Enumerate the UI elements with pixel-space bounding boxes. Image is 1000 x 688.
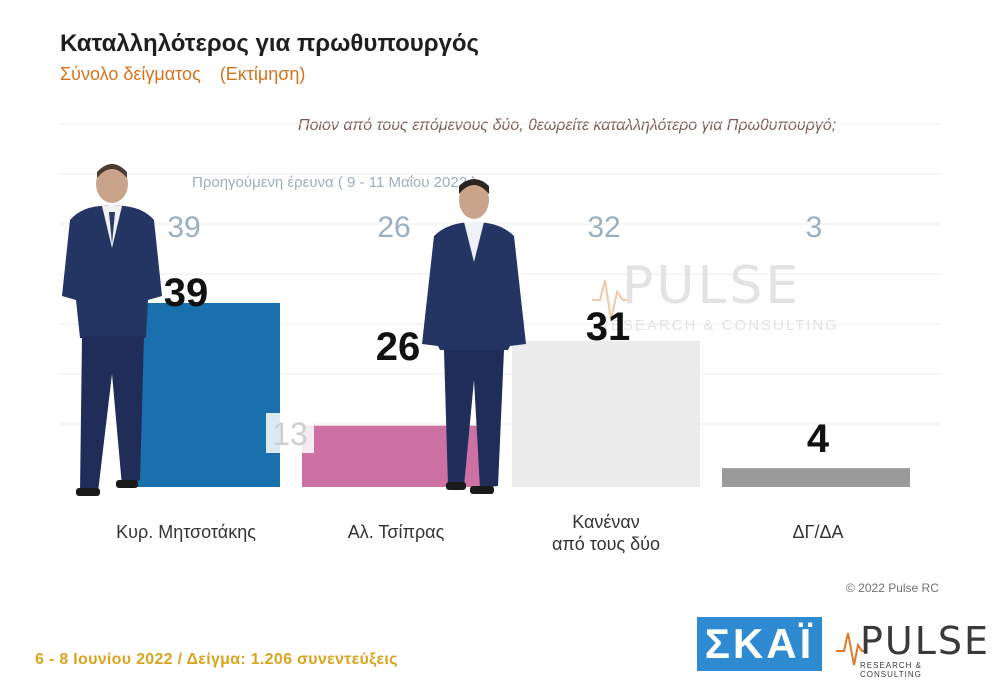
- fieldwork-footnote: 6 - 8 Ιουνίου 2022 / Δείγμα: 1.206 συνεν…: [35, 651, 398, 668]
- skai-logo: ΣΚΑΪ: [697, 617, 822, 671]
- bar: [122, 303, 280, 487]
- category-label: Κανέναν από τους δύο: [552, 512, 660, 554]
- pulse-logo: PULSE RESEARCH & CONSULTING: [836, 619, 988, 679]
- politician-figures: [62, 164, 526, 496]
- subtitle-sample: Σύνολο δείγματος: [60, 64, 201, 84]
- previous-value: 3: [806, 211, 823, 244]
- value-labels: 39 13 31 4: [164, 271, 830, 461]
- value-label-bg: [266, 413, 314, 453]
- category-labels: Κυρ. Μητσοτάκης Αλ. Τσίπρας Κανέναν από του…: [116, 512, 843, 554]
- watermark-name: PULSE: [622, 256, 801, 316]
- watermark-tagline: RESEARCH & CONSULTING: [598, 317, 839, 334]
- pulse-logo-text: PULSE: [860, 619, 991, 663]
- bar: [722, 468, 910, 487]
- bar: [512, 340, 700, 487]
- pulse-wave-icon: [836, 632, 866, 666]
- previous-value: 39: [167, 211, 200, 244]
- pulse-watermark: PULSE RESEARCH & CONSULTING: [592, 256, 839, 334]
- subtitle-estimate: (Εκτίμηση): [219, 64, 306, 84]
- previous-value: 32: [587, 211, 620, 244]
- chart-subtitle: Σύνολο δείγματος (Εκτίμηση): [60, 64, 305, 85]
- value-label: 31: [586, 305, 631, 349]
- category-label: ΔΓ/ΔΑ: [793, 522, 844, 542]
- annotations: 26: [376, 325, 421, 369]
- previous-survey-label: Προηγούμενη έρευνα ( 9 - 11 Μαΐου 2022 ): [192, 174, 476, 191]
- previous-value: 26: [377, 211, 410, 244]
- value-label: 13: [272, 416, 308, 452]
- annotation-label: 26: [376, 325, 421, 369]
- chart-title: Καταλληλότερος για πρωθυπουργός: [60, 30, 480, 57]
- value-label: 4: [807, 417, 830, 461]
- skai-logo-text: ΣΚΑΪ: [704, 620, 815, 667]
- pulse-logo-tagline: RESEARCH & CONSULTING: [860, 661, 923, 679]
- survey-question: Ποιον από τους επόμενους δύο, θεωρείτε κ…: [298, 117, 837, 134]
- copyright: © 2022 Pulse RC: [846, 581, 939, 595]
- previous-values: 39 26 32 3: [167, 211, 822, 244]
- politician-photo-tsipras: [422, 179, 526, 494]
- category-label: Αλ. Τσίπρας: [348, 522, 445, 542]
- value-label: 39: [164, 271, 209, 315]
- politician-photo-mitsotakis: [62, 164, 162, 496]
- category-label: Κυρ. Μητσοτάκης: [116, 522, 256, 542]
